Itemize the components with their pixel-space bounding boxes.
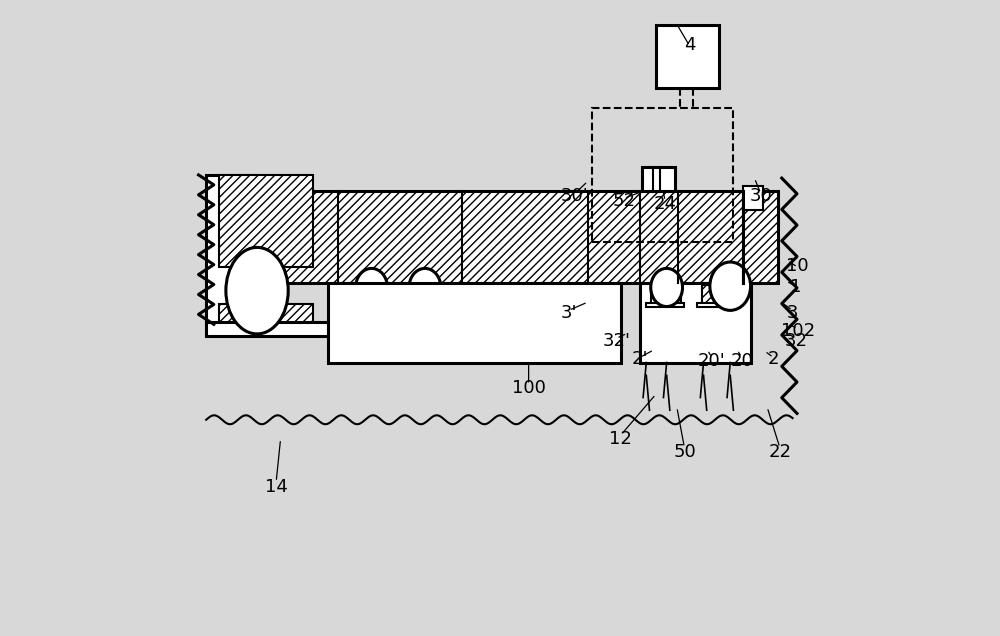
Text: 14: 14 bbox=[265, 478, 288, 495]
Text: 32': 32' bbox=[602, 332, 630, 350]
Text: 30: 30 bbox=[749, 187, 772, 205]
Text: 100: 100 bbox=[512, 379, 546, 397]
Ellipse shape bbox=[409, 268, 441, 307]
Text: 3': 3' bbox=[560, 304, 577, 322]
Bar bbox=[640, 283, 751, 363]
Bar bbox=[228, 191, 778, 283]
Text: 30': 30' bbox=[561, 187, 589, 205]
Text: 20: 20 bbox=[730, 352, 753, 370]
Bar bbox=[328, 283, 621, 363]
Text: 1: 1 bbox=[790, 279, 801, 296]
Bar bbox=[357, 285, 387, 304]
Text: 32: 32 bbox=[784, 332, 807, 350]
Bar bbox=[646, 303, 684, 307]
Text: 50: 50 bbox=[673, 443, 696, 460]
Bar bbox=[206, 175, 254, 324]
Text: 52: 52 bbox=[613, 192, 636, 210]
Ellipse shape bbox=[226, 247, 288, 334]
Bar bbox=[592, 108, 733, 242]
Text: 24: 24 bbox=[654, 195, 677, 212]
Bar bbox=[352, 303, 391, 307]
Bar bbox=[411, 285, 441, 304]
Ellipse shape bbox=[710, 262, 751, 310]
Text: 3: 3 bbox=[787, 304, 798, 322]
Text: 102: 102 bbox=[781, 322, 815, 340]
Bar bbox=[743, 186, 763, 210]
Bar bbox=[651, 285, 681, 304]
Bar bbox=[656, 25, 719, 88]
Bar bbox=[407, 303, 445, 307]
Text: 4: 4 bbox=[684, 36, 695, 53]
Ellipse shape bbox=[356, 268, 387, 307]
Text: 22: 22 bbox=[768, 443, 791, 460]
Bar bbox=[206, 322, 328, 336]
Text: 10: 10 bbox=[786, 257, 809, 275]
Bar bbox=[219, 175, 313, 267]
Bar bbox=[702, 285, 732, 304]
Text: 2': 2' bbox=[632, 350, 648, 368]
Bar bbox=[697, 303, 735, 307]
Bar bbox=[219, 304, 313, 323]
Text: 20': 20' bbox=[698, 352, 726, 370]
Text: 2: 2 bbox=[768, 350, 779, 368]
Ellipse shape bbox=[651, 268, 683, 307]
Bar bbox=[642, 167, 675, 191]
Text: 12: 12 bbox=[609, 430, 632, 448]
